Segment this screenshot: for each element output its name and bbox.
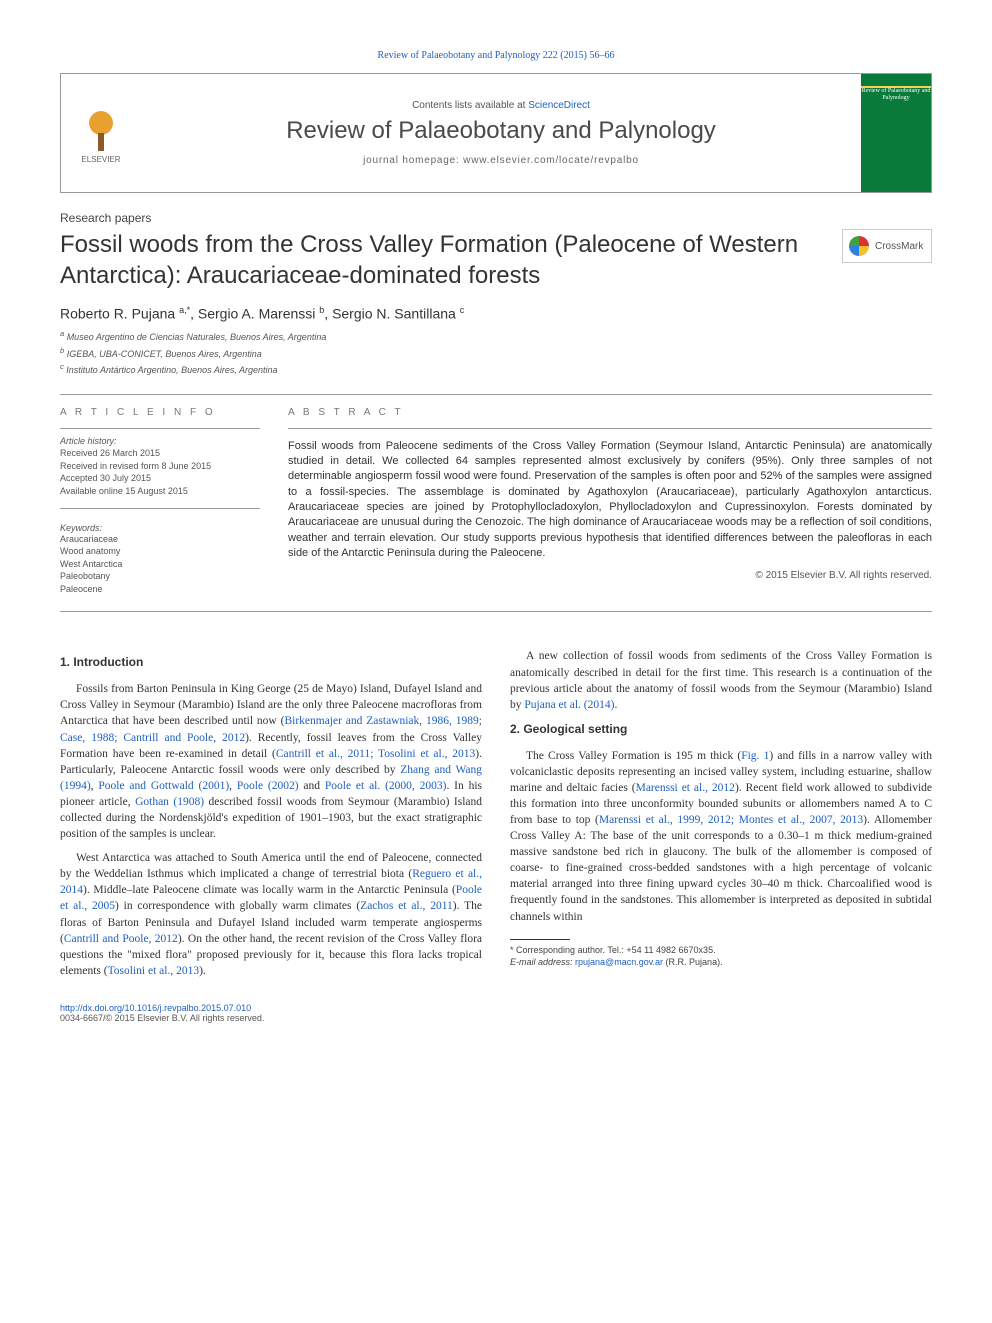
affiliations: a Museo Argentino de Ciencias Naturales,… (60, 328, 932, 378)
divider-bottom (60, 611, 932, 612)
citation-link[interactable]: Zachos et al., 2011 (360, 900, 453, 912)
citation-link[interactable]: Poole et al. (2000, 2003) (325, 780, 447, 792)
section-2-heading: 2. Geological setting (510, 721, 932, 738)
keywords-list: Araucariaceae Wood anatomy West Antarcti… (60, 533, 260, 596)
crossmark-label: CrossMark (875, 241, 923, 252)
sciencedirect-link[interactable]: ScienceDirect (528, 100, 590, 111)
info-abstract-row: A R T I C L E I N F O Article history: R… (60, 407, 932, 596)
footnote-separator (510, 939, 570, 940)
email-label: E-mail address: (510, 957, 575, 967)
thumb-title: Review of Palaeobotany and Palynology (861, 88, 931, 102)
p2-m1: ). Middle–late Paleocene climate was loc… (83, 884, 456, 896)
author-3-sup: c (460, 305, 465, 315)
citation-link[interactable]: Poole (2002) (237, 780, 299, 792)
bottom-bar: http://dx.doi.org/10.1016/j.revpalbo.201… (60, 1003, 932, 1023)
citation-link[interactable]: Tosolini et al., 2013 (108, 965, 200, 977)
citation-link[interactable]: Gothan (1908) (135, 796, 204, 808)
keyword-item: Paleobotany (60, 570, 260, 583)
abstract-divider (288, 428, 932, 429)
corresponding-footnote: * Corresponding author. Tel.: +54 11 498… (510, 944, 932, 969)
history-revised: Received in revised form 8 June 2015 (60, 460, 260, 473)
history-accepted: Accepted 30 July 2015 (60, 472, 260, 485)
keywords-block: Keywords: Araucariaceae Wood anatomy Wes… (60, 523, 260, 596)
citation-link[interactable]: Marenssi et al., 1999, 2012; Montes et a… (599, 814, 863, 826)
s2p1-pre: The Cross Valley Formation is 195 m thic… (526, 750, 741, 762)
citation-link[interactable]: Cantrill and Poole, 2012 (64, 933, 178, 945)
author-2-sup: b (319, 305, 324, 315)
abstract-text: Fossil woods from Paleocene sediments of… (288, 439, 932, 562)
crossmark-badge[interactable]: CrossMark (842, 229, 932, 263)
section-type: Research papers (60, 211, 932, 225)
divider-top (60, 394, 932, 395)
citation-link[interactable]: Marenssi et al., 2012 (636, 782, 735, 794)
crossmark-icon (849, 236, 869, 256)
history-online: Available online 15 August 2015 (60, 485, 260, 498)
email-link[interactable]: rpujana@macn.gov.ar (575, 957, 663, 967)
citation-link[interactable]: Cantrill et al., 2011; Tosolini et al., … (276, 748, 475, 760)
article-info: A R T I C L E I N F O Article history: R… (60, 407, 260, 596)
publisher-logo: ELSEVIER (61, 74, 141, 192)
contents-line: Contents lists available at ScienceDirec… (412, 100, 590, 111)
affiliation-b: b IGEBA, UBA-CONICET, Buenos Aires, Arge… (60, 345, 932, 362)
p1-m4: , (229, 780, 237, 792)
p3-post: . (614, 699, 617, 711)
s2p1-post: ). Allomember Cross Valley A: The base o… (510, 814, 932, 923)
authors-line: Roberto R. Pujana a,*, Sergio A. Marenss… (60, 305, 932, 322)
history-received: Received 26 March 2015 (60, 447, 260, 460)
journal-header: ELSEVIER Contents lists available at Sci… (60, 73, 932, 193)
top-citation[interactable]: Review of Palaeobotany and Palynology 22… (60, 50, 932, 61)
issn-line: 0034-6667/© 2015 Elsevier B.V. All right… (60, 1013, 264, 1023)
elsevier-tree-icon (76, 103, 126, 153)
keyword-item: Wood anatomy (60, 545, 260, 558)
author-1: Roberto R. Pujana (60, 306, 175, 322)
email-suffix: (R.R. Pujana). (663, 957, 723, 967)
aff-a-text: Museo Argentino de Ciencias Naturales, B… (67, 332, 327, 342)
email-line: E-mail address: rpujana@macn.gov.ar (R.R… (510, 956, 932, 969)
abstract-copyright: © 2015 Elsevier B.V. All rights reserved… (288, 570, 932, 581)
keywords-label: Keywords: (60, 523, 260, 533)
section-1-para-3: A new collection of fossil woods from se… (510, 648, 932, 712)
page-root: Review of Palaeobotany and Palynology 22… (0, 0, 992, 1073)
info-divider-1 (60, 428, 260, 429)
header-center: Contents lists available at ScienceDirec… (141, 74, 861, 192)
aff-b-text: IGEBA, UBA-CONICET, Buenos Aires, Argent… (67, 349, 262, 359)
keyword-item: Paleocene (60, 583, 260, 596)
p2-m2: ) in correspondence with globally warm c… (115, 900, 360, 912)
title-row: Fossil woods from the Cross Valley Forma… (60, 229, 932, 291)
p2-post: ). (199, 965, 206, 977)
body-columns: 1. Introduction Fossils from Barton Peni… (60, 648, 932, 978)
corresponding-text: * Corresponding author. Tel.: +54 11 498… (510, 944, 932, 957)
journal-title: Review of Palaeobotany and Palynology (286, 117, 716, 145)
aff-c-text: Instituto Antártico Argentino, Buenos Ai… (66, 365, 277, 375)
article-info-heading: A R T I C L E I N F O (60, 407, 260, 418)
keyword-item: Araucariaceae (60, 533, 260, 546)
affiliation-c: c Instituto Antártico Argentino, Buenos … (60, 361, 932, 378)
doi-link[interactable]: http://dx.doi.org/10.1016/j.revpalbo.201… (60, 1003, 251, 1013)
keyword-item: West Antarctica (60, 558, 260, 571)
journal-homepage[interactable]: journal homepage: www.elsevier.com/locat… (363, 155, 639, 166)
section-2-para-1: The Cross Valley Formation is 195 m thic… (510, 748, 932, 925)
abstract-column: A B S T R A C T Fossil woods from Paleoc… (288, 407, 932, 596)
contents-prefix: Contents lists available at (412, 100, 528, 111)
author-3: Sergio N. Santillana (332, 306, 456, 322)
citation-link[interactable]: Poole and Gottwald (2001) (98, 780, 229, 792)
affiliation-a: a Museo Argentino de Ciencias Naturales,… (60, 328, 932, 345)
history-label: Article history: (60, 435, 260, 448)
section-1-heading: 1. Introduction (60, 654, 482, 671)
section-1-para-1: Fossils from Barton Peninsula in King Ge… (60, 681, 482, 842)
section-1-para-2: West Antarctica was attached to South Am… (60, 850, 482, 979)
p1-m5: and (299, 780, 325, 792)
figure-link[interactable]: Fig. 1 (741, 750, 769, 762)
publisher-name: ELSEVIER (81, 155, 120, 164)
author-1-sup: a,* (179, 305, 190, 315)
abstract-heading: A B S T R A C T (288, 407, 932, 418)
article-title: Fossil woods from the Cross Valley Forma… (60, 229, 842, 291)
author-2: Sergio A. Marenssi (198, 306, 316, 322)
article-history: Article history: Received 26 March 2015 … (60, 435, 260, 498)
info-divider-2 (60, 508, 260, 509)
citation-link[interactable]: Pujana et al. (2014) (524, 699, 614, 711)
journal-cover-thumb: Review of Palaeobotany and Palynology (861, 74, 931, 192)
